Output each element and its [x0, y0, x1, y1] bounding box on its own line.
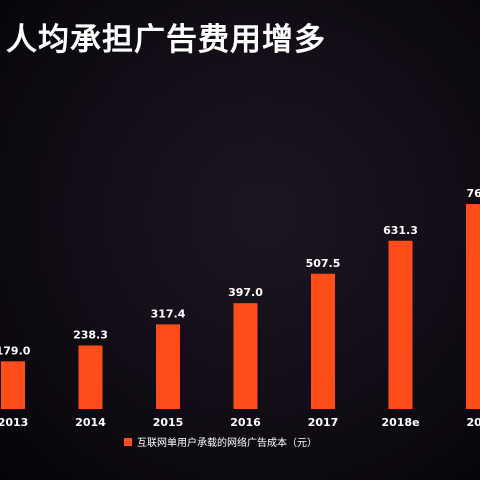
value-label-2014: 238.3 — [73, 328, 108, 341]
bar-2013 — [1, 361, 25, 409]
bar-2019e — [466, 204, 480, 409]
legend-swatch — [124, 437, 132, 446]
x-tick-label-2014: 2014 — [75, 416, 106, 429]
legend: 互联网单用户承载的网络广告成本（元） — [124, 434, 317, 449]
value-label-2018e: 631.3 — [383, 224, 418, 237]
value-label-2016: 397.0 — [228, 286, 263, 299]
x-tick-label-2016: 2016 — [230, 416, 261, 429]
x-tick-label-2013: 2013 — [0, 416, 28, 429]
value-label-2013: 179.0 — [0, 344, 31, 357]
bar-2014 — [78, 345, 103, 409]
x-tick-label-2019e: 201 — [467, 416, 480, 429]
bar-2017 — [311, 273, 335, 409]
value-label-2019e: 769 — [467, 187, 480, 200]
x-tick-label-2015: 2015 — [153, 416, 184, 429]
value-label-2015: 317.4 — [151, 307, 186, 320]
x-tick-label-2017: 2017 — [308, 416, 339, 429]
bar-2015 — [156, 324, 180, 409]
value-label-2017: 507.5 — [306, 257, 341, 270]
x-tick-label-2018e: 2018e — [381, 416, 419, 429]
chart-title: 人均承担广告费用增多 — [6, 22, 326, 58]
legend-label: 互联网单用户承载的网络广告成本（元） — [137, 438, 317, 449]
bar-2018e — [388, 240, 413, 409]
bar-2016 — [233, 303, 258, 409]
